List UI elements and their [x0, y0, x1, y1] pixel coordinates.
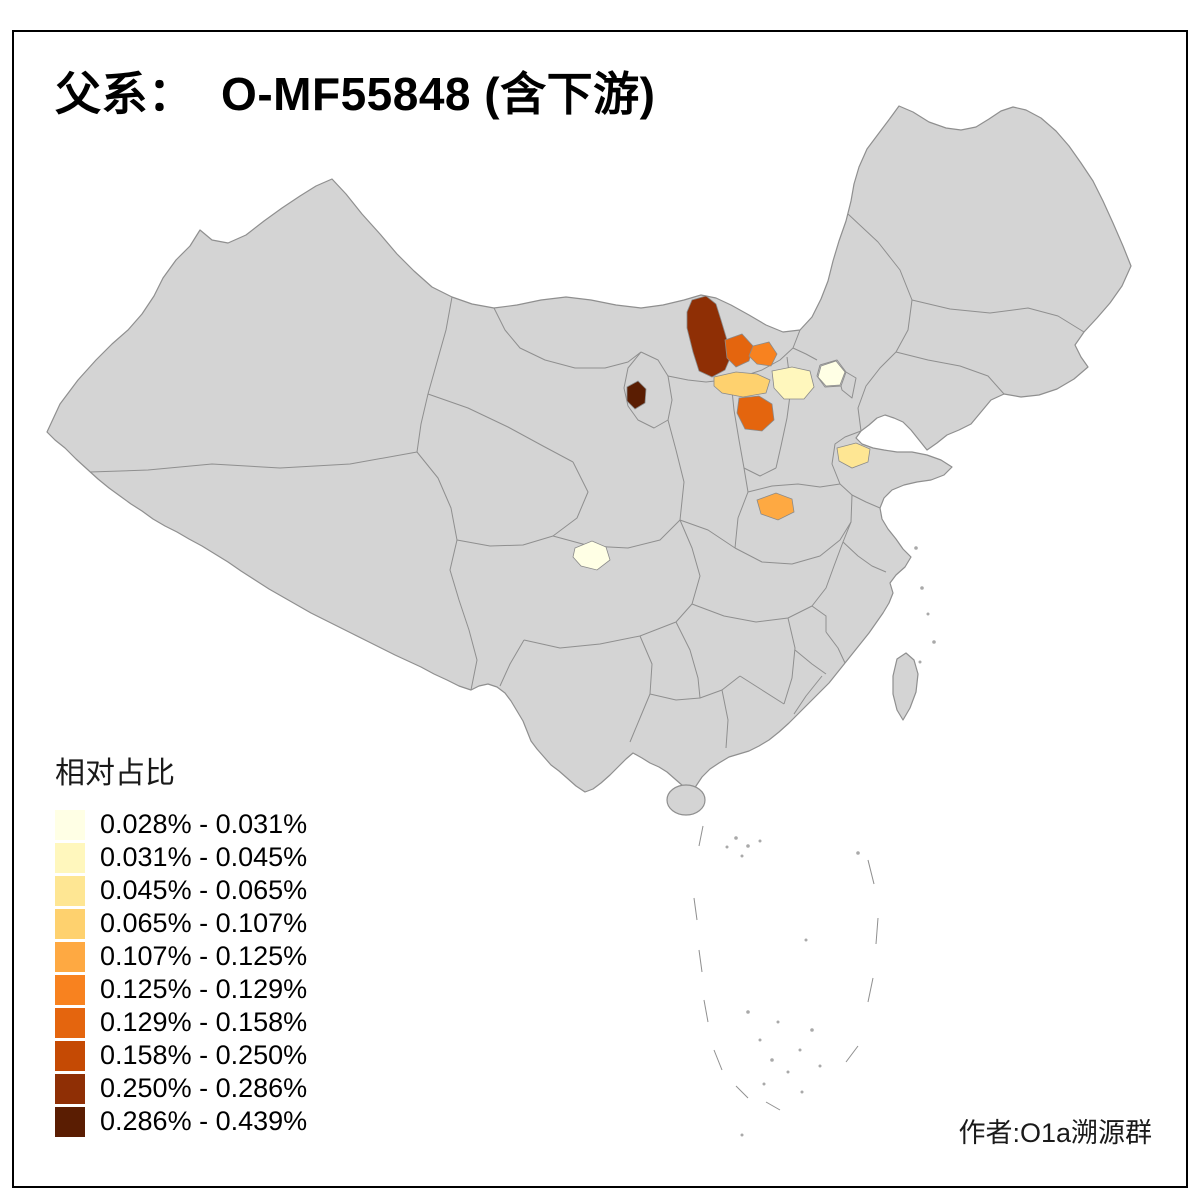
- legend-swatch: [55, 908, 85, 939]
- highlighted-region: [724, 333, 754, 368]
- legend-swatch: [55, 941, 85, 972]
- legend-label: 0.125% - 0.129%: [100, 974, 308, 1004]
- legend-swatch: [55, 842, 85, 873]
- legend-label: 0.158% - 0.250%: [100, 1040, 308, 1070]
- highlighted-region: [686, 295, 732, 378]
- highlighted-region: [713, 371, 771, 398]
- highlighted-region: [756, 492, 795, 521]
- highlighted-region: [771, 366, 815, 400]
- legend-row: 0.031% - 0.045%: [55, 841, 307, 874]
- legend-swatch: [55, 1007, 85, 1038]
- legend-row: 0.129% - 0.158%: [55, 1006, 307, 1039]
- legend-label: 0.031% - 0.045%: [100, 842, 308, 872]
- highlighted-region: [748, 341, 778, 367]
- legend-row: 0.158% - 0.250%: [55, 1039, 307, 1072]
- hainan-island: [666, 784, 706, 816]
- legend-row: 0.045% - 0.065%: [55, 874, 307, 907]
- legend: 相对占比 0.028% - 0.031% 0.031% - 0.045% 0.0…: [55, 748, 307, 1138]
- legend-label: 0.028% - 0.031%: [100, 809, 308, 839]
- legend-swatch: [55, 974, 85, 1005]
- legend-label: 0.065% - 0.107%: [100, 908, 308, 938]
- legend-row: 0.107% - 0.125%: [55, 940, 307, 973]
- page-title: 父系： O-MF55848 (含下游): [55, 68, 656, 120]
- legend-swatch: [55, 1073, 85, 1104]
- taiwan-island: [892, 652, 919, 721]
- author-credit: 作者:O1a溯源群: [958, 1118, 1152, 1148]
- legend-label: 0.129% - 0.158%: [100, 1007, 308, 1037]
- highlighted-region: [836, 442, 871, 469]
- legend-swatch: [55, 1106, 85, 1137]
- highlighted-region: [572, 540, 611, 571]
- highlighted-region: [736, 395, 775, 432]
- legend-swatch: [55, 809, 85, 840]
- legend-row: 0.028% - 0.031%: [55, 808, 307, 841]
- legend-title: 相对占比: [55, 757, 175, 790]
- legend-swatch: [55, 875, 85, 906]
- province-borders: [89, 213, 1085, 749]
- highlighted-region: [817, 360, 846, 387]
- south-china-sea-marks: [693, 546, 936, 1137]
- legend-label: 0.045% - 0.065%: [100, 875, 308, 905]
- highlighted-regions: [572, 295, 871, 571]
- legend-label: 0.107% - 0.125%: [100, 941, 308, 971]
- highlighted-region: [626, 380, 647, 410]
- china-mainland: [46, 105, 1132, 794]
- legend-row: 0.286% - 0.439%: [55, 1105, 307, 1138]
- legend-label: 0.250% - 0.286%: [100, 1073, 308, 1103]
- legend-label: 0.286% - 0.439%: [100, 1106, 308, 1136]
- legend-row: 0.250% - 0.286%: [55, 1072, 307, 1105]
- legend-row: 0.065% - 0.107%: [55, 907, 307, 940]
- legend-swatch: [55, 1040, 85, 1071]
- legend-row: 0.125% - 0.129%: [55, 973, 307, 1006]
